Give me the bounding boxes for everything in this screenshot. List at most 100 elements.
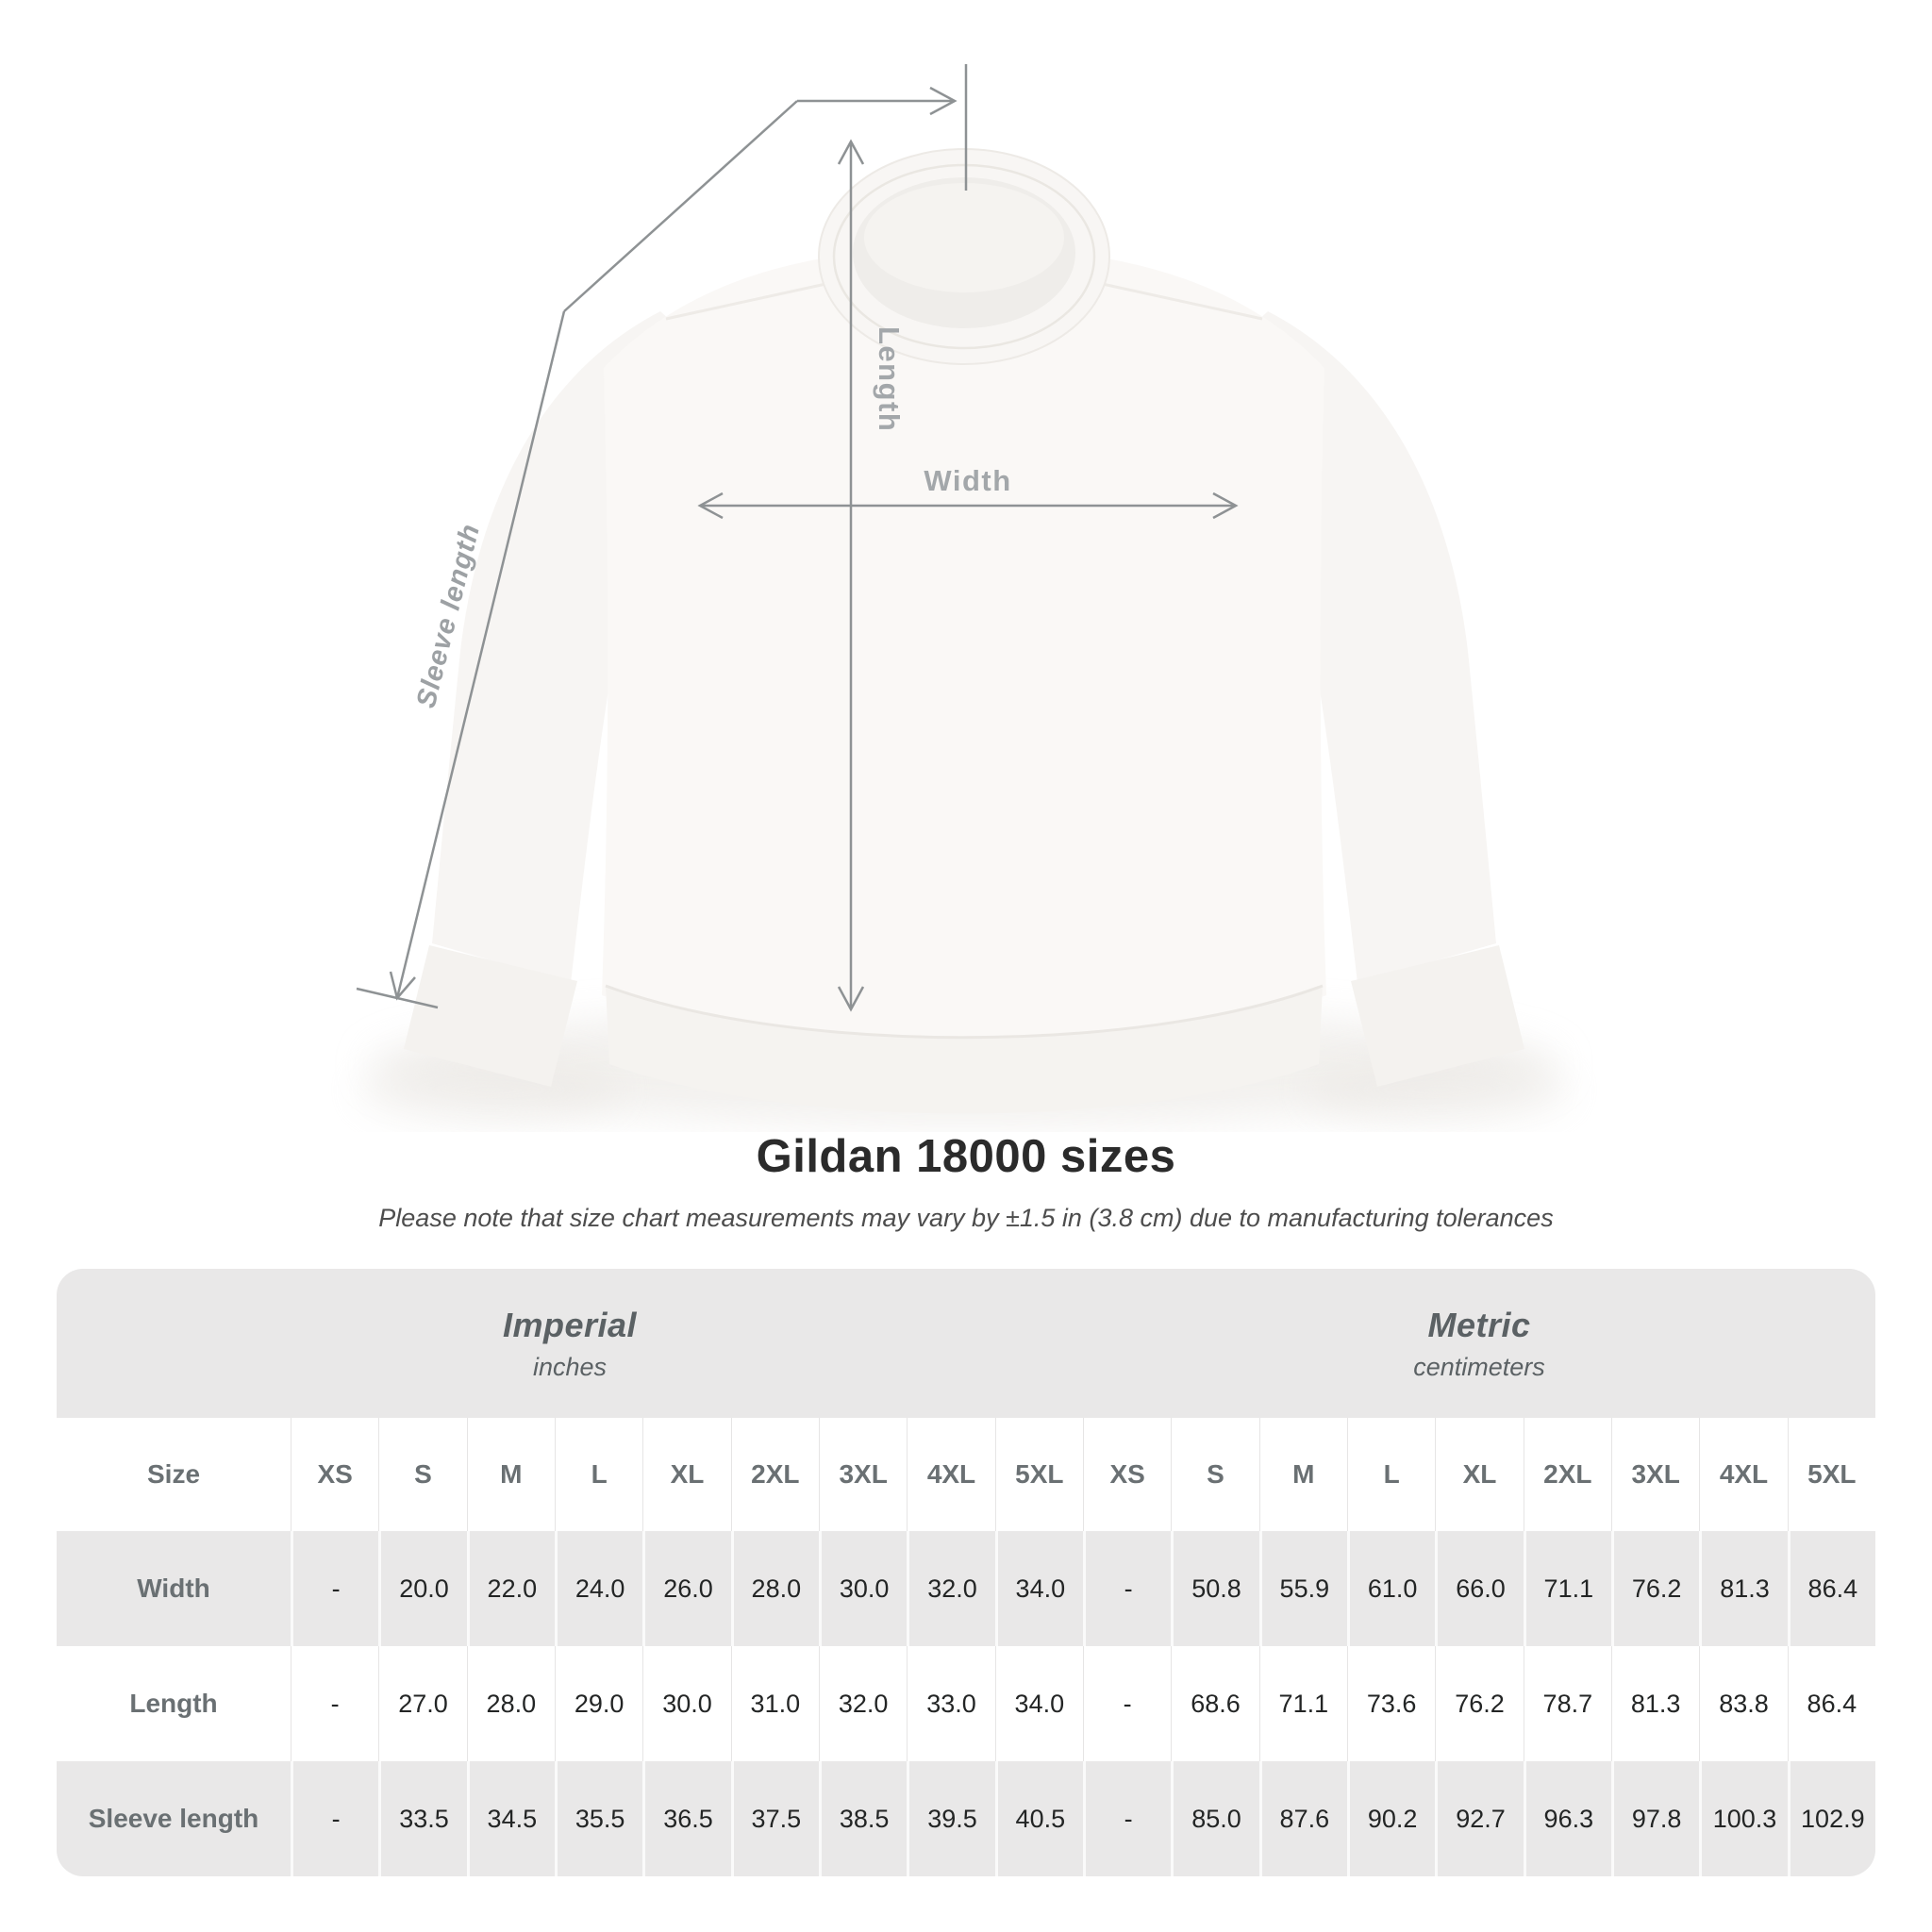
sweatshirt-measurement-diagram: Length Width Sleeve length [356,64,1570,1124]
sleeve-diagonal-segment-2 [395,310,566,999]
measurement-value: 28.0 [730,1531,819,1646]
measurement-value: 50.8 [1171,1531,1258,1646]
size-header-metric-3xl: 3XL [1611,1418,1699,1531]
measurement-value: 81.3 [1699,1531,1787,1646]
tolerance-note: Please note that size chart measurements… [378,1204,1554,1232]
width-measure-label: Width [924,464,1011,497]
left-shoulder-seam [665,281,831,321]
table-row: Width -20.0 22.0 24.0 26.0 28.0 30.0 32.0 34.0-5… [57,1531,1875,1646]
size-header-metric-xs: XS [1083,1418,1171,1531]
size-header-metric-4xl: 4XL [1699,1418,1787,1531]
size-header-metric-l: L [1347,1418,1435,1531]
measurement-value: 61.0 [1347,1531,1435,1646]
size-header-imperial-m: M [466,1418,555,1531]
measurement-value: 96.3 [1523,1761,1611,1876]
measurement-value: 71.1 [1258,1646,1347,1761]
measurement-value: 30.0 [642,1646,730,1761]
measurement-value: 87.6 [1258,1761,1347,1876]
arrow-up-icon [837,139,865,165]
measurement-value: 76.2 [1435,1646,1523,1761]
measurement-value: 86.4 [1787,1531,1875,1646]
right-shoulder-seam [1097,281,1263,321]
size-header-metric-5xl: 5XL [1787,1418,1875,1531]
table-body: Width -20.0 22.0 24.0 26.0 28.0 30.0 32.0 34.0-5… [57,1531,1875,1876]
measurement-value: - [1083,1646,1171,1761]
metric-section-header: Metric centimeters [1083,1269,1875,1418]
sleeve-diagonal-segment-1 [563,100,798,312]
measurement-value: 73.6 [1347,1646,1435,1761]
measurement-value: 66.0 [1435,1531,1523,1646]
measurement-value: 31.0 [730,1646,819,1761]
measurement-value: 92.7 [1435,1761,1523,1876]
measurement-value: 34.0 [994,1531,1083,1646]
measurement-value: 33.0 [907,1646,994,1761]
measurement-value: 26.0 [642,1531,730,1646]
torso [602,247,1326,1047]
measurement-value: - [291,1646,378,1761]
measurement-value: 86.4 [1787,1646,1875,1761]
table-row: Length -27.0 28.0 29.0 30.0 31.0 32.0 33.0 34.0-… [57,1646,1875,1761]
size-table: Imperial inches Metric centimeters Size X… [57,1269,1875,1876]
table-row: Sleeve length -33.5 34.5 35.5 36.5 37.5 38.5 39… [57,1761,1875,1876]
collar-seam [832,163,1096,350]
measurement-value: 40.5 [994,1761,1083,1876]
collar-back [864,183,1064,292]
size-header-imperial-3xl: 3XL [819,1418,907,1531]
metric-unit-label: centimeters [1413,1352,1545,1381]
measurement-value: 76.2 [1611,1531,1699,1646]
page-title: Gildan 18000 sizes [756,1131,1176,1182]
measurement-value: 30.0 [819,1531,907,1646]
measurement-value: 39.5 [907,1761,994,1876]
measurement-value: 34.5 [466,1761,555,1876]
measurement-value: 78.7 [1523,1646,1611,1761]
measurement-value: 33.5 [378,1761,466,1876]
hem-seam [605,984,1324,1040]
measurement-value: 97.8 [1611,1761,1699,1876]
arrow-right-icon [929,86,958,116]
measurement-value: 85.0 [1171,1761,1258,1876]
measurement-value: 83.8 [1699,1646,1787,1761]
row-label: Sleeve length [88,1804,259,1833]
size-header-imperial-xl: XL [642,1418,730,1531]
measurement-value: - [291,1761,378,1876]
measurement-value: - [291,1531,378,1646]
size-column-header: Size [146,1459,201,1489]
metric-label: Metric [1427,1305,1531,1344]
measurement-value: 32.0 [907,1531,994,1646]
sweatshirt-image [404,148,1524,1114]
size-header-metric-s: S [1171,1418,1258,1531]
measurement-value: 32.0 [819,1646,907,1761]
measurement-value: 38.5 [819,1761,907,1876]
size-header-imperial-4xl: 4XL [907,1418,994,1531]
measurement-value: 81.3 [1611,1646,1699,1761]
measurement-lines [356,64,1239,1012]
unit-banner-row: Imperial inches Metric centimeters [57,1269,1875,1418]
measurement-value: 68.6 [1171,1646,1258,1761]
size-header-metric-m: M [1258,1418,1347,1531]
measurement-value: 24.0 [555,1531,642,1646]
measurement-value: 28.0 [466,1646,555,1761]
row-label: Width [137,1574,210,1603]
length-measure-label: Length [873,326,906,432]
imperial-section-header: Imperial inches [57,1269,1083,1418]
measurement-value: 90.2 [1347,1761,1435,1876]
cuff-tick [356,987,439,1009]
measurement-value: 37.5 [730,1761,819,1876]
hem-rib [606,986,1323,1114]
size-header-imperial-2xl: 2XL [730,1418,819,1531]
measurement-value: 27.0 [378,1646,466,1761]
arrow-left-icon [697,491,724,520]
row-label: Length [129,1689,218,1718]
size-header-metric-2xl: 2XL [1523,1418,1611,1531]
left-cuff [404,945,577,1087]
measurement-value: 36.5 [642,1761,730,1876]
right-cuff [1351,945,1524,1087]
size-header-imperial-s: S [378,1418,466,1531]
measurement-value: 22.0 [466,1531,555,1646]
measurement-value: 20.0 [378,1531,466,1646]
measurement-value: - [1083,1761,1171,1876]
measurement-value: - [1083,1531,1171,1646]
measurement-value: 55.9 [1258,1531,1347,1646]
arrow-down-icon [837,986,865,1012]
